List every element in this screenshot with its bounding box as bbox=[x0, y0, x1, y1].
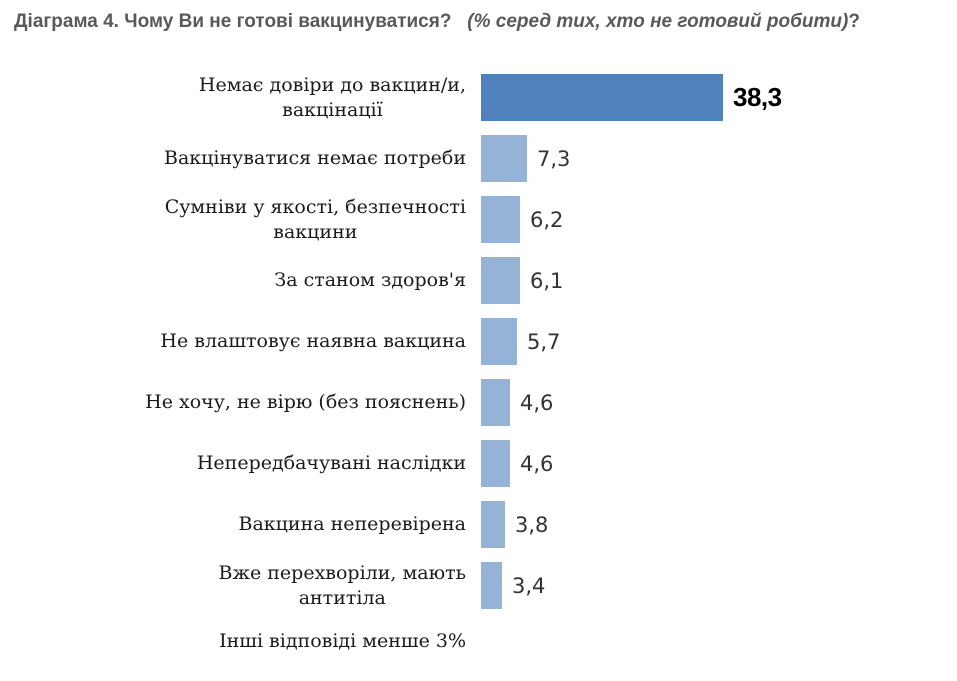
bar-cell: 4,6 bbox=[481, 379, 957, 426]
category-label-cell: Вакцина неперевірена bbox=[0, 512, 481, 537]
bar-chart: Немає довіри до вакцин/и, вакцінації 38,… bbox=[0, 67, 957, 616]
value-label: 6,2 bbox=[530, 207, 564, 232]
category-label: Вакцина неперевірена bbox=[238, 513, 466, 535]
chart-footnote: Інші відповіді менше 3% bbox=[219, 630, 466, 652]
category-label-cell: Вже перехворіли, мають антитіла bbox=[0, 561, 481, 611]
chart-row: Вакцінуватися немає потреби 7,3 bbox=[0, 128, 957, 189]
bar bbox=[481, 562, 502, 609]
chart-row: Не влаштовує наявна вакцина 5,7 bbox=[0, 311, 957, 372]
bar bbox=[481, 501, 505, 548]
category-label-cell: Сумніви у якості, безпечності вакцини bbox=[0, 195, 481, 245]
bar-cell: 38,3 bbox=[481, 74, 957, 121]
chart-title-main: Діаграма 4. Чому Ви не готові вакцинуват… bbox=[14, 11, 452, 32]
value-label: 4,6 bbox=[520, 390, 554, 415]
chart-row: Сумніви у якості, безпечності вакцини 6,… bbox=[0, 189, 957, 250]
bar bbox=[481, 74, 723, 121]
chart-row: Немає довіри до вакцин/и, вакцінації 38,… bbox=[0, 67, 957, 128]
chart-title: Діаграма 4. Чому Ви не готові вакцинуват… bbox=[0, 0, 957, 34]
category-label-cell: Немає довіри до вакцин/и, вакцінації bbox=[0, 73, 481, 123]
bar bbox=[481, 379, 510, 426]
chart-title-suffix: ? bbox=[848, 11, 860, 32]
value-label: 5,7 bbox=[527, 329, 561, 354]
category-label-cell: Не влаштовує наявна вакцина bbox=[0, 329, 481, 354]
chart-title-note: (% серед тих, хто не готовий робити) bbox=[467, 11, 849, 32]
footnote-row: Інші відповіді менше 3% bbox=[0, 630, 957, 652]
bar-cell: 3,8 bbox=[481, 501, 957, 548]
category-label-cell: Вакцінуватися немає потреби bbox=[0, 146, 481, 171]
chart-row: Вакцина неперевірена 3,8 bbox=[0, 494, 957, 555]
bar bbox=[481, 257, 520, 304]
bar bbox=[481, 196, 520, 243]
value-label: 6,1 bbox=[530, 268, 564, 293]
category-label: Вже перехворіли, мають антитіла bbox=[218, 561, 466, 609]
value-label: 4,6 bbox=[520, 451, 554, 476]
chart-title-spacer bbox=[457, 11, 462, 32]
category-label: Не хочу, не вірю (без пояснень) bbox=[145, 391, 466, 413]
category-label: Вакцінуватися немає потреби bbox=[164, 147, 466, 169]
bar bbox=[481, 318, 517, 365]
footnote-cell: Інші відповіді менше 3% bbox=[0, 630, 481, 652]
chart-row: Не хочу, не вірю (без пояснень) 4,6 bbox=[0, 372, 957, 433]
value-label: 3,8 bbox=[515, 512, 549, 537]
bar-cell: 6,2 bbox=[481, 196, 957, 243]
bar bbox=[481, 440, 510, 487]
category-label: Непередбачувані наслідки bbox=[196, 452, 466, 474]
bar-cell: 5,7 bbox=[481, 318, 957, 365]
bar-cell: 4,6 bbox=[481, 440, 957, 487]
chart-row: Вже перехворіли, мають антитіла 3,4 bbox=[0, 555, 957, 616]
value-label: 7,3 bbox=[537, 146, 571, 171]
value-label: 38,3 bbox=[733, 82, 782, 112]
bar-cell: 7,3 bbox=[481, 135, 957, 182]
bar-cell: 6,1 bbox=[481, 257, 957, 304]
value-label: 3,4 bbox=[512, 573, 546, 598]
category-label-cell: За станом здоров'я bbox=[0, 268, 481, 293]
bar bbox=[481, 135, 527, 182]
category-label-cell: Непередбачувані наслідки bbox=[0, 451, 481, 476]
category-label: Сумніви у якості, безпечності вакцини bbox=[164, 195, 466, 243]
category-label: Немає довіри до вакцин/и, вакцінації bbox=[198, 73, 466, 121]
chart-row: За станом здоров'я 6,1 bbox=[0, 250, 957, 311]
category-label: За станом здоров'я bbox=[274, 269, 466, 291]
category-label: Не влаштовує наявна вакцина bbox=[160, 330, 466, 352]
category-label-cell: Не хочу, не вірю (без пояснень) bbox=[0, 390, 481, 415]
chart-row: Непередбачувані наслідки 4,6 bbox=[0, 433, 957, 494]
bar-cell: 3,4 bbox=[481, 562, 957, 609]
